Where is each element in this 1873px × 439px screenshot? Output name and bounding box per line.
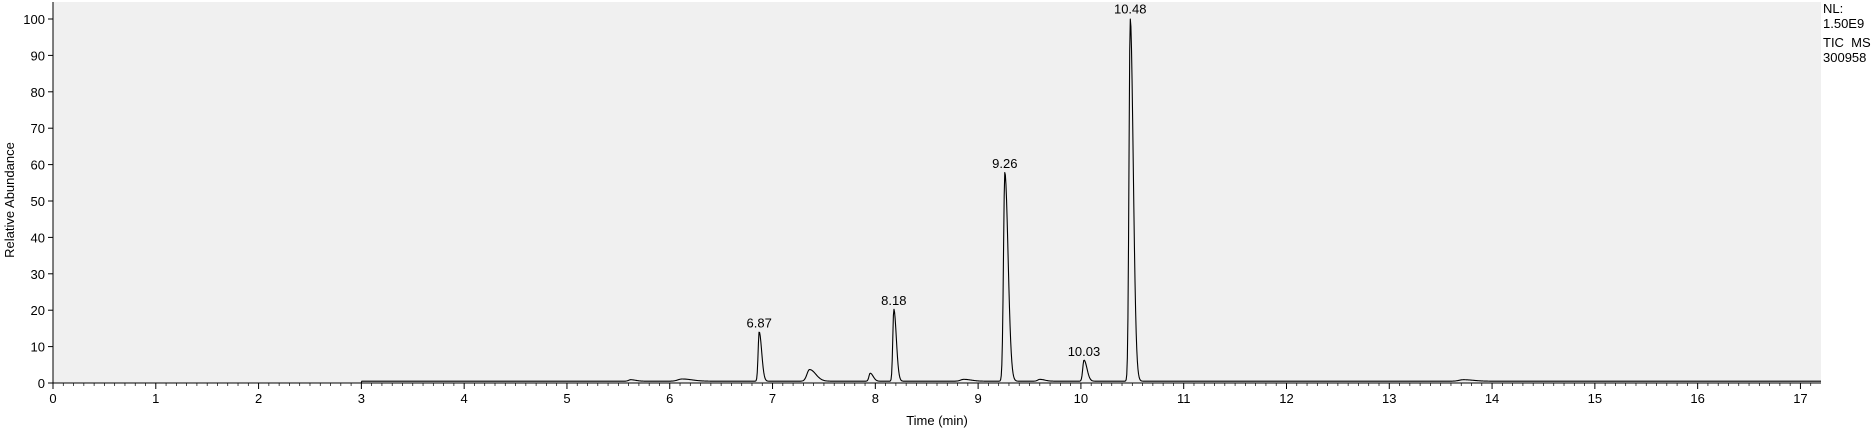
info-line-scan-type: TIC MS	[1823, 35, 1871, 50]
peak-labels: 6.87 8.18 9.26 10.03 10.48	[747, 2, 1147, 359]
y-tick-label: 20	[31, 303, 45, 318]
x-tick-label: 14	[1485, 391, 1499, 406]
info-line-nl-value: 1.50E9	[1823, 16, 1864, 31]
x-tick-label: 0	[49, 391, 56, 406]
x-tick-label: 6	[666, 391, 673, 406]
peak-label: 6.87	[747, 315, 772, 330]
x-tick-label: 10	[1074, 391, 1088, 406]
x-tick-label: 13	[1382, 391, 1396, 406]
y-tick-label: 100	[23, 12, 45, 27]
x-tick-label: 4	[461, 391, 468, 406]
y-tick-label: 10	[31, 340, 45, 355]
x-tick-label: 1	[152, 391, 159, 406]
x-tick-label: 17	[1793, 391, 1807, 406]
y-tick-label: 70	[31, 121, 45, 136]
tic-trace	[53, 18, 1821, 384]
plot-background	[53, 2, 1821, 383]
info-line-nl: NL:	[1823, 1, 1843, 16]
x-tick-label: 11	[1177, 391, 1191, 406]
peak-label: 10.03	[1068, 344, 1101, 359]
x-tick-label: 5	[563, 391, 570, 406]
y-axis-title: Relative Abundance	[2, 142, 17, 258]
y-tick-label: 50	[31, 194, 45, 209]
x-tick-label: 3	[358, 391, 365, 406]
peak-label: 9.26	[992, 156, 1017, 171]
info-line-file-id: 300958	[1823, 50, 1866, 65]
y-tick-label: 30	[31, 267, 45, 282]
x-tick-label: 7	[769, 391, 776, 406]
info-box: NL: 1.50E9 TIC MS 300958	[1823, 1, 1871, 65]
x-axis-ticks: 0 1 2 3 4 5 6 7 8 9 10 11 12 13 14 15 16 17	[49, 383, 1808, 406]
x-tick-label: 12	[1279, 391, 1293, 406]
y-tick-label: 40	[31, 230, 45, 245]
y-tick-label: 60	[31, 158, 45, 173]
x-tick-label: 9	[974, 391, 981, 406]
x-axis-title: Time (min)	[906, 413, 968, 428]
x-tick-label: 16	[1690, 391, 1704, 406]
x-tick-label: 15	[1588, 391, 1602, 406]
y-tick-label: 0	[38, 376, 45, 391]
y-tick-label: 80	[31, 85, 45, 100]
x-tick-label: 8	[872, 391, 879, 406]
y-tick-label: 90	[31, 48, 45, 63]
y-axis-ticks: 0 10 20 30 40 50 60 70 80 90 100	[23, 12, 53, 391]
x-tick-label: 2	[255, 391, 262, 406]
peak-label: 10.48	[1114, 2, 1147, 17]
peak-label: 8.18	[881, 293, 906, 308]
